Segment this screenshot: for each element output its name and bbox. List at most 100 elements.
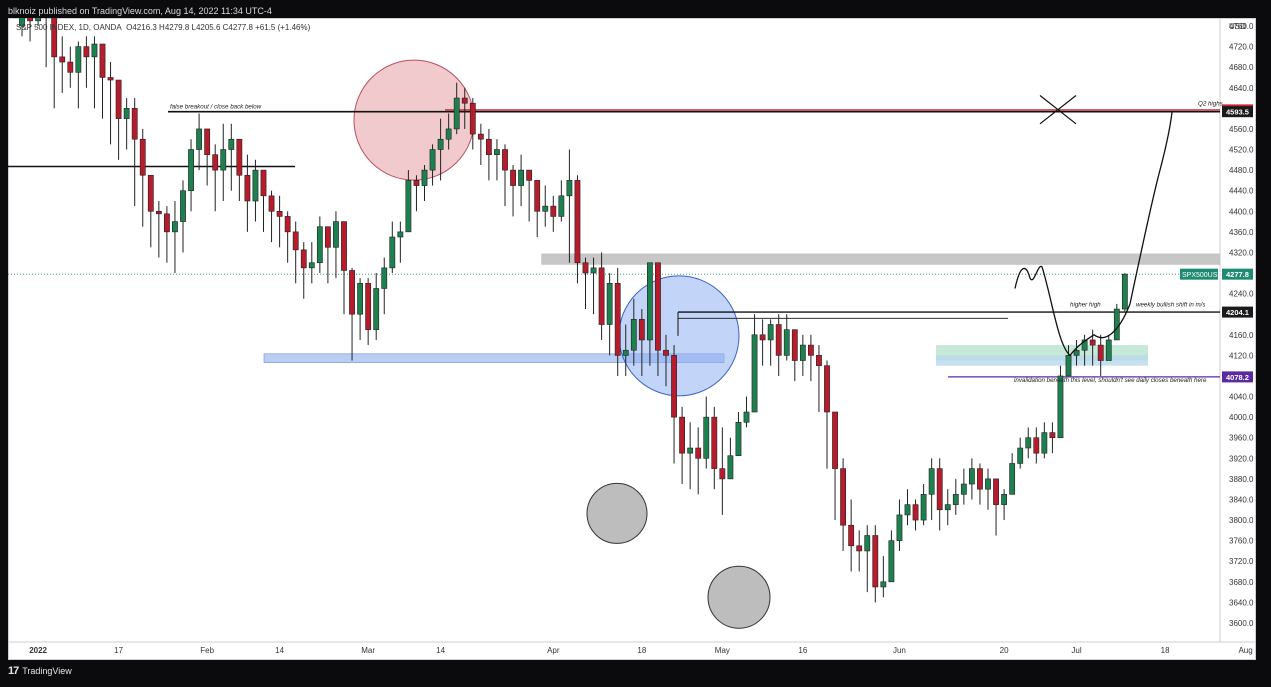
annotation-false-breakout: false breakout / close back below — [170, 104, 262, 111]
candle-body — [679, 416, 685, 454]
candle — [155, 200, 162, 258]
candle-body — [164, 213, 170, 233]
candle — [180, 180, 186, 253]
low-circle-grey-may — [586, 482, 648, 544]
candle-body — [437, 138, 444, 150]
candle — [204, 128, 211, 186]
candle-body — [791, 329, 798, 361]
candle — [550, 195, 557, 232]
candle — [735, 411, 742, 457]
candle — [1001, 489, 1007, 521]
candle — [91, 36, 98, 109]
candle — [421, 164, 428, 201]
candle — [719, 427, 726, 515]
candle — [164, 206, 170, 263]
candle — [115, 79, 122, 160]
price-tag-label: 4204.1 — [1226, 308, 1249, 317]
candle-body — [558, 195, 565, 217]
candle-body — [928, 468, 935, 495]
candle-body — [284, 216, 291, 233]
candle — [276, 195, 283, 248]
candle — [912, 499, 919, 531]
chart-area[interactable]: false breakout / close back below Q2 high… — [8, 18, 1256, 660]
candle — [590, 257, 597, 315]
candle — [864, 525, 871, 593]
candle-body — [960, 483, 967, 495]
candle — [977, 463, 983, 505]
candlestick-chart[interactable]: false breakout / close back below Q2 high… — [8, 18, 1256, 660]
y-tick-label: 3680.0 — [1229, 578, 1254, 587]
candle-body — [316, 226, 323, 264]
candle — [968, 458, 975, 500]
candle-body — [799, 344, 806, 361]
candle-body — [260, 169, 267, 197]
candle-body — [276, 210, 283, 217]
y-tick-label: 4240.0 — [1229, 290, 1254, 299]
candle — [1121, 273, 1128, 312]
candle-body — [1049, 432, 1056, 439]
candle-body — [131, 108, 138, 140]
candle — [542, 185, 549, 227]
candle-body — [767, 324, 774, 341]
candle — [1073, 339, 1080, 366]
candle-body — [703, 416, 710, 459]
candle-body — [880, 581, 887, 588]
y-tick-label: 4040.0 — [1229, 393, 1254, 402]
candle-body — [1025, 437, 1032, 449]
candle-body — [1105, 339, 1112, 361]
candle — [75, 41, 82, 109]
candle — [775, 314, 782, 376]
y-tick-label: 4560.0 — [1229, 125, 1254, 134]
candle-body — [308, 262, 315, 269]
symbol-price-tag: SPX500USD — [1182, 272, 1222, 279]
candle — [147, 174, 154, 248]
candle-body — [759, 334, 766, 341]
candle — [373, 273, 380, 340]
candle-body — [252, 169, 259, 202]
candle — [268, 190, 275, 243]
candle-body — [147, 174, 154, 212]
candle — [759, 319, 766, 366]
y-tick-label: 4720.0 — [1229, 43, 1254, 52]
candle — [236, 138, 243, 201]
candle — [284, 211, 291, 263]
candle-body — [630, 319, 637, 351]
candle — [1041, 422, 1048, 459]
candle — [928, 458, 935, 521]
projection-path — [1014, 111, 1173, 357]
x-tick-label: Jun — [893, 646, 906, 655]
candle-body — [244, 174, 251, 202]
candle-body — [735, 421, 742, 457]
brand-name[interactable]: TradingView — [22, 666, 72, 676]
candle-body — [469, 102, 476, 135]
candle — [1113, 303, 1120, 341]
candle — [614, 267, 621, 376]
candle-body — [727, 455, 734, 480]
candle — [228, 123, 235, 191]
candle — [791, 329, 798, 382]
candle-body — [952, 494, 959, 505]
liquidity-circle-blue — [618, 275, 740, 397]
y-tick-label: 4640.0 — [1229, 84, 1254, 93]
candle — [783, 314, 790, 361]
candle — [35, 18, 41, 26]
candle — [324, 226, 331, 284]
symbol-name: S&P 500 INDEX, 1D, OANDA — [16, 23, 122, 32]
candle — [212, 144, 219, 212]
candle — [494, 139, 500, 181]
y-tick-label: 3920.0 — [1229, 454, 1254, 463]
candle-body — [292, 231, 299, 251]
candle-body — [566, 180, 573, 197]
candle — [751, 314, 758, 413]
price-tag-label: 4078.2 — [1226, 373, 1249, 382]
candle-body — [1073, 349, 1080, 356]
candle-body — [115, 79, 122, 119]
candle — [896, 499, 903, 551]
y-axis-unit: USD — [1229, 22, 1246, 31]
candle-body — [840, 468, 846, 526]
candle — [799, 334, 806, 376]
candle — [510, 164, 516, 217]
candle-body — [904, 504, 911, 516]
candle-body — [848, 524, 855, 547]
candle — [856, 530, 863, 572]
